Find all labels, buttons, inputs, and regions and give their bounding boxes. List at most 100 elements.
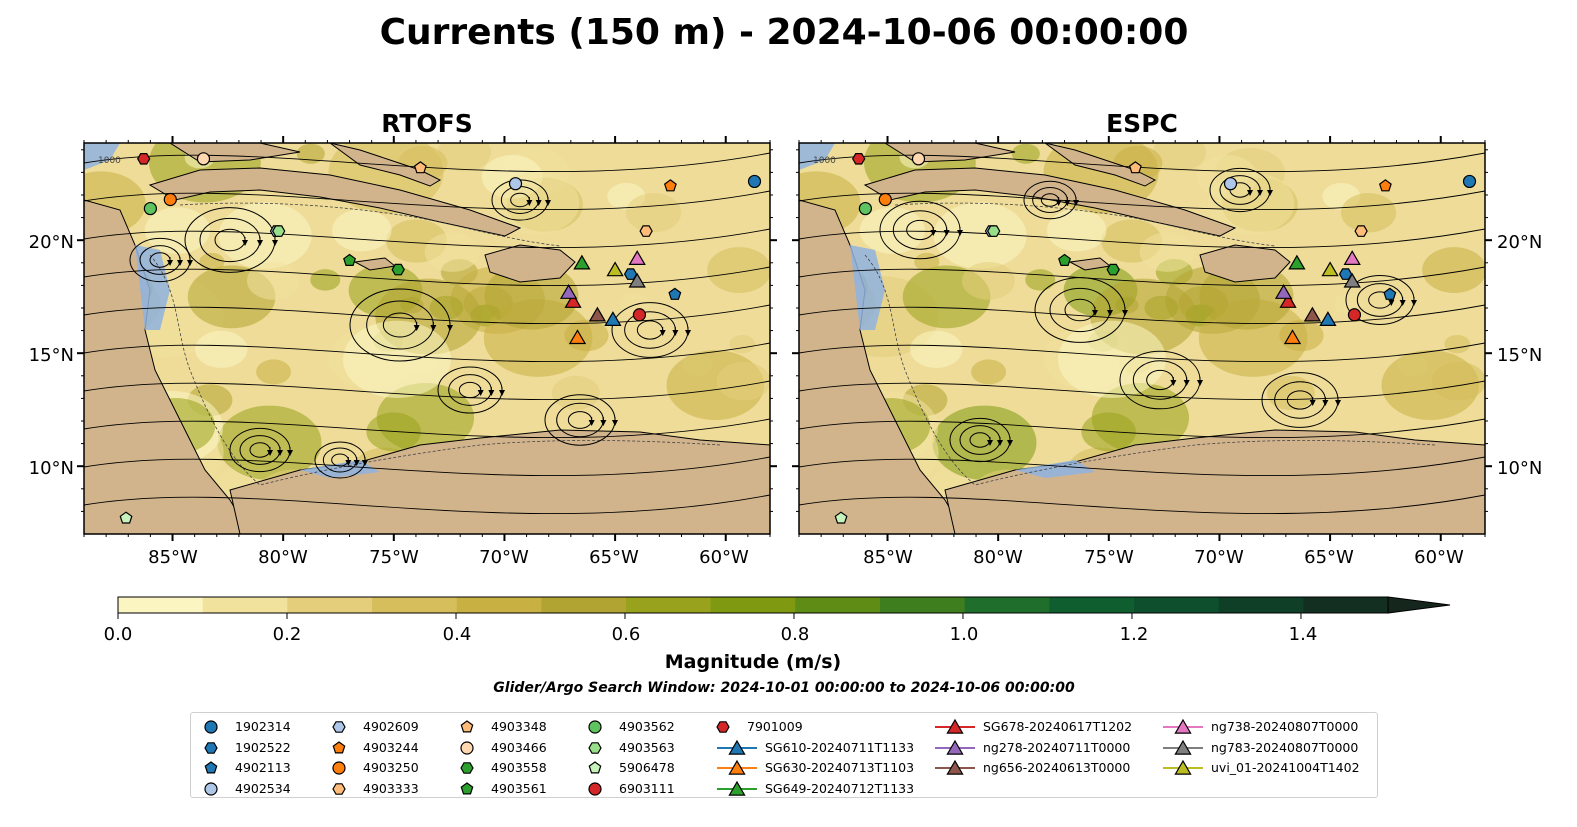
streamline	[84, 418, 770, 439]
magnitude-patch	[217, 405, 322, 480]
y-tick-label: 10°N	[1497, 458, 1542, 479]
obs-marker-4903333	[1354, 225, 1368, 237]
map-panel-espc: ESPC	[792, 109, 1542, 568]
observation-markers	[119, 152, 762, 524]
colorbar-tick-label: 0.8	[781, 624, 810, 645]
y-tick-label: 15°N	[29, 345, 74, 366]
obs-marker-uvi_01-20241004T1402	[606, 261, 624, 277]
legend-marker	[935, 759, 975, 775]
legend-marker	[204, 741, 218, 754]
legend-marker	[1163, 718, 1203, 734]
magnitude-patch	[484, 262, 579, 330]
legend-marker	[588, 720, 602, 734]
x-tick-label: 70°W	[1194, 547, 1244, 568]
streamline	[84, 380, 770, 401]
legend-marker	[332, 782, 346, 795]
legend-label: ng278-20240711T0000	[983, 739, 1131, 755]
legend-label: 4903333	[363, 780, 419, 796]
obs-marker-4903333	[639, 225, 653, 237]
obs-marker-6903111	[1347, 308, 1362, 322]
legend-label: 4902113	[235, 760, 291, 775]
magnitude-patch	[1152, 143, 1207, 172]
legend-label: 4902609	[363, 719, 419, 734]
streamline	[84, 228, 770, 249]
obs-marker-7901009	[852, 153, 866, 165]
colorbar-tick-label: 1.4	[1289, 624, 1318, 645]
magnitude-patch	[1057, 320, 1167, 398]
obs-marker-4902534	[508, 177, 523, 191]
search-window-caption: Glider/Argo Search Window: 2024-10-01 00…	[493, 680, 1075, 696]
colorbar-tick-label: 0.6	[612, 624, 641, 645]
colorbar-gradient	[118, 597, 1389, 613]
legend-marker	[204, 781, 218, 796]
colorbar-cell	[1134, 597, 1220, 613]
obs-marker-4902534	[1223, 177, 1238, 191]
legend-marker	[332, 721, 346, 733]
legend-symbol	[728, 780, 746, 796]
obs-marker-SG649-20240712T1133	[573, 254, 591, 270]
legend-label: 4903244	[363, 739, 419, 755]
magnitude-patch	[310, 269, 341, 291]
legend-label: 6903111	[619, 780, 675, 796]
colorbar-cell	[964, 597, 1050, 613]
magnitude-patch	[424, 232, 480, 272]
colorbar-cell	[1049, 597, 1135, 613]
streamline	[84, 494, 770, 515]
magnitude-patch	[342, 320, 452, 398]
obs-marker-4903562	[858, 201, 872, 216]
streamline	[799, 152, 1485, 173]
magnitude-patch	[910, 330, 963, 369]
x-tick-label: 70°W	[479, 547, 529, 568]
colorbar-cell	[880, 597, 966, 613]
obs-marker-1902314	[1462, 174, 1477, 189]
legend-symbol	[1174, 759, 1192, 775]
legend-marker	[716, 721, 730, 733]
y-tick-label: 20°N	[1497, 232, 1542, 253]
legend-label: 1902522	[235, 739, 291, 755]
magnitude-patch	[331, 209, 392, 252]
streamline	[84, 190, 770, 211]
legend-marker	[935, 718, 975, 734]
obs-marker-4903561	[343, 253, 357, 266]
y-tick-label: 20°N	[29, 232, 74, 253]
colorbar-cell	[626, 597, 712, 613]
magnitude-patch	[437, 143, 492, 172]
magnitude-patch	[1422, 247, 1485, 293]
bathymetry-contour-1000m	[894, 202, 1276, 247]
obs-marker-4903563	[272, 225, 286, 237]
obs-marker-4903558	[391, 263, 405, 276]
panel-frame	[798, 142, 1486, 535]
obs-marker-4903250	[878, 192, 892, 207]
legend-label: SG610-20240711T1133	[765, 739, 915, 755]
magnitude-patch	[1011, 143, 1040, 164]
obs-marker-4903558	[1106, 263, 1120, 276]
obs-marker-SG630-20240713T1103	[1283, 329, 1302, 345]
streamline	[84, 266, 770, 287]
colorbar-tick-label: 0.0	[104, 624, 133, 645]
legend-label: ng656-20240613T0000	[983, 760, 1131, 775]
streamline	[799, 456, 1485, 477]
magnitude-patch	[144, 207, 210, 254]
magnitude-patch	[1046, 209, 1107, 252]
colorbar-cell	[202, 597, 288, 613]
legend-label: 4902534	[235, 780, 291, 796]
legend-marker	[1163, 739, 1203, 755]
magnitude-patch	[256, 359, 292, 385]
streamline	[799, 190, 1485, 211]
panel-title: RTOFS	[381, 109, 473, 138]
hispaniola-land	[484, 244, 576, 283]
colorbar-tick-label: 1.2	[1120, 624, 1149, 645]
x-tick-label: 80°W	[258, 547, 308, 568]
legend-label: uvi_01-20241004T1402	[1211, 760, 1360, 775]
magnitude-patch	[716, 361, 770, 401]
figure-title: Currents (150 m) - 2024-10-06 00:00:00	[380, 12, 1189, 53]
legend-symbol	[204, 741, 218, 754]
legend-marker	[717, 759, 757, 775]
obs-marker-4903244	[1378, 179, 1392, 192]
colorbar-tick-label: 1.0	[950, 624, 979, 645]
bathymetry-contour-1000m	[179, 202, 561, 247]
obs-marker-ng656-20240613T0000	[588, 306, 607, 322]
x-tick-label: 75°W	[369, 547, 419, 568]
obs-marker-uvi_01-20241004T1402	[1321, 261, 1339, 277]
